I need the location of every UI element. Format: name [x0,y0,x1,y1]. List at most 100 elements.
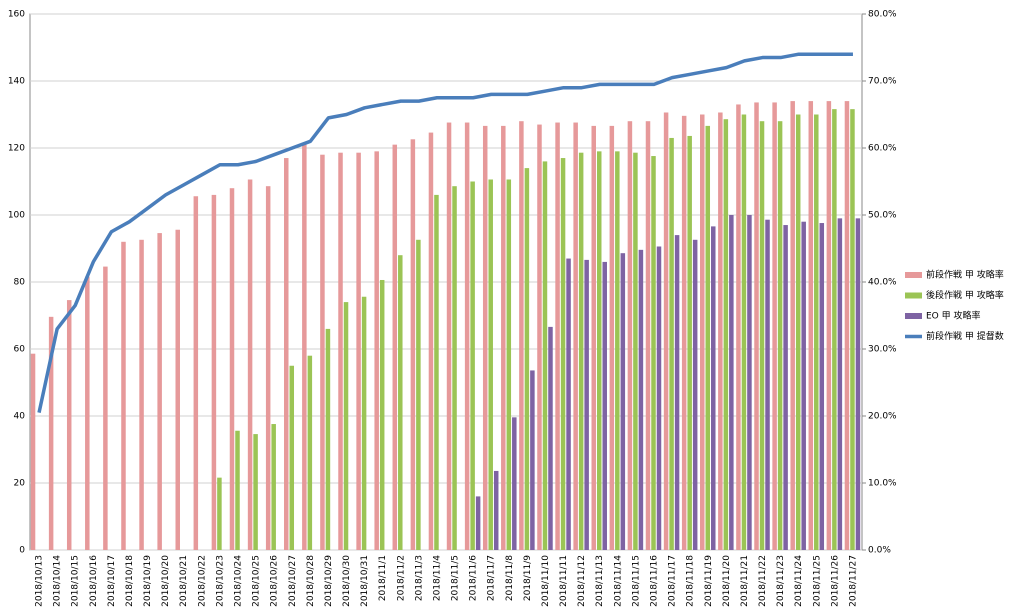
bar [700,114,705,550]
x-tick-label: 2018/11/23 [776,555,786,607]
bar [229,188,235,550]
bar [790,101,795,550]
bar [398,255,403,550]
x-tick-label: 2018/10/25 [252,555,262,607]
x-tick-label: 2018/10/17 [107,555,117,607]
y-tick-label: 160 [8,10,25,20]
bar [687,135,692,550]
bar [253,434,258,550]
x-tick-label: 2018/10/20 [161,555,171,607]
bar [747,215,752,550]
bar [819,223,825,551]
x-tick-label: 2018/10/21 [179,555,189,607]
legend-swatch [905,313,922,319]
bar [85,276,90,550]
bar [633,152,638,550]
bar [265,186,271,550]
bar [754,102,759,550]
bar [452,186,457,550]
y2-tick-label: 40.0% [868,278,897,288]
bar [320,154,325,550]
bar [211,194,217,550]
bar [578,152,584,550]
x-tick-label: 2018/10/13 [35,555,45,607]
bar [674,235,680,550]
x-tick-label: 2018/11/10 [541,555,551,607]
bar [718,112,723,551]
y2-tick-label: 10.0% [868,479,897,489]
bar [416,239,421,551]
x-tick-label: 2018/11/9 [523,555,533,601]
bar [645,121,651,550]
bar [801,221,806,550]
bar [374,151,379,550]
x-tick-label: 2018/11/3 [414,555,424,601]
legend-swatch [905,272,922,278]
x-tick-label: 2018/11/27 [848,555,858,607]
x-tick-label: 2018/11/14 [613,555,623,607]
bar [573,122,578,550]
bar [121,241,126,551]
x-tick-label: 2018/11/15 [631,555,641,607]
bar [692,239,698,551]
bar [669,137,674,550]
x-tick-label: 2018/10/31 [360,555,370,607]
x-tick-label: 2018/11/18 [686,555,696,607]
bar [850,109,855,550]
x-tick-label: 2018/11/21 [740,555,750,607]
bar [795,114,801,550]
y2-tick-label: 30.0% [868,345,897,355]
bar [512,417,517,550]
bar [464,122,470,550]
x-tick-label: 2018/10/27 [288,555,298,607]
bar [392,144,398,550]
y-tick-label: 40 [14,412,26,422]
x-tick-label: 2018/10/23 [215,555,225,607]
x-tick-label: 2018/10/24 [234,555,244,607]
legend-label: 後段作戦 甲 攻略率 [926,289,1004,301]
y-tick-label: 120 [8,144,25,154]
bar [808,101,814,550]
y-tick-label: 80 [14,278,26,288]
bar [844,101,850,550]
x-tick-label: 2018/10/22 [197,555,207,607]
y-tick-label: 60 [14,345,26,355]
x-tick-label: 2018/11/26 [830,555,840,607]
bar [289,365,295,550]
bar [519,121,524,550]
y2-tick-label: 80.0% [868,10,897,20]
bar [103,266,108,550]
x-tick-label: 2018/10/26 [270,555,280,607]
bar [247,179,253,551]
x-tick-label: 2018/10/16 [89,555,99,607]
bar [596,151,602,550]
bar [379,279,385,550]
bar [651,156,656,551]
bar [284,158,289,551]
bar [66,300,72,550]
bar [584,259,589,550]
bar [302,144,307,550]
bar [446,122,452,550]
x-tick-label: 2018/11/16 [650,555,660,607]
x-tick-label: 2018/11/22 [758,555,768,607]
bar [560,158,566,551]
x-tick-label: 2018/11/11 [559,555,569,607]
y-tick-label: 20 [14,479,26,489]
legend-swatch [905,292,922,299]
bar [307,355,313,550]
x-tick-label: 2018/11/20 [722,555,732,607]
x-tick-label: 2018/10/14 [53,555,63,607]
y-tick-label: 100 [8,211,25,221]
bar [765,219,770,550]
legend-label: 前段作戦 甲 攻略率 [926,269,1004,281]
x-tick-label: 2018/10/28 [306,555,316,607]
bar [428,132,434,550]
bar [681,115,687,550]
bar [814,114,819,550]
bar [777,121,783,550]
y2-tick-label: 70.0% [868,77,897,87]
bar [555,122,560,550]
x-tick-label: 2018/11/12 [577,555,587,607]
